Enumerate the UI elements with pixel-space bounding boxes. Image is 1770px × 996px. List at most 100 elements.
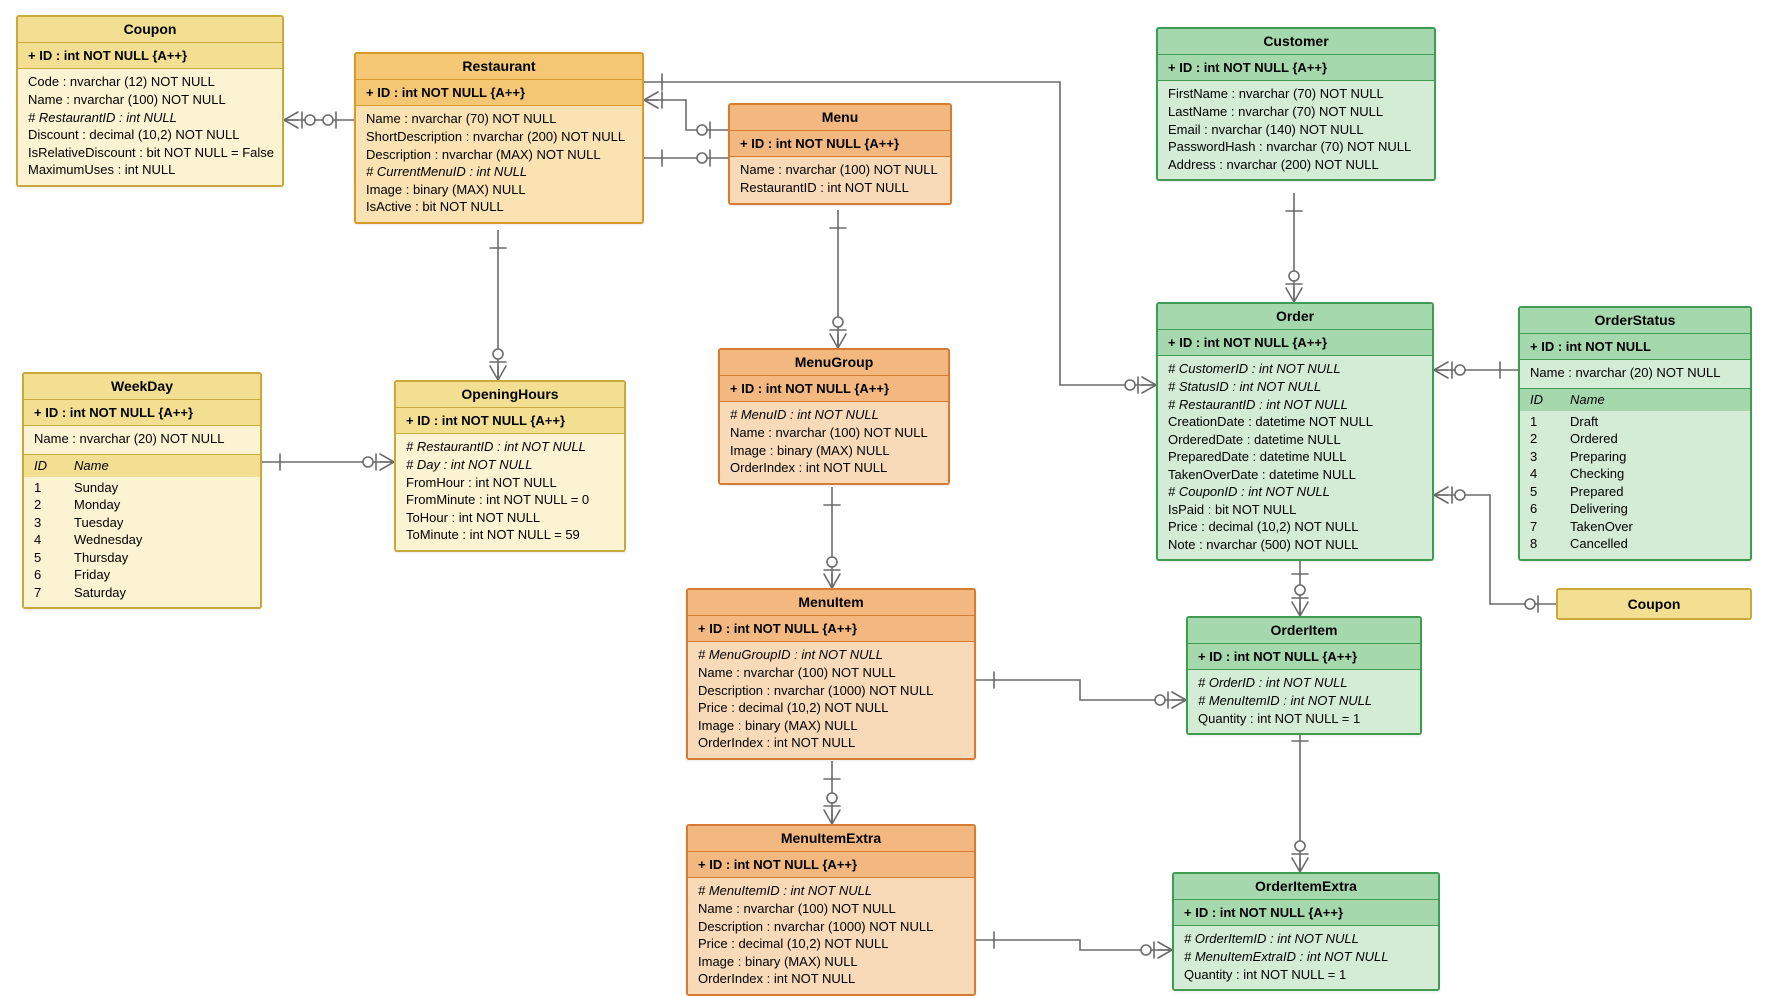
attr: # MenuItemExtraID : int NOT NULL	[1184, 948, 1428, 966]
enum-row: 1Sunday	[34, 479, 250, 497]
attr: PasswordHash : nvarchar (70) NOT NULL	[1168, 138, 1424, 156]
attr: Image : binary (MAX) NULL	[698, 717, 964, 735]
entity-attrs: Name : nvarchar (20) NOT NULL	[1520, 360, 1750, 388]
attr: Name : nvarchar (100) NOT NULL	[730, 424, 938, 442]
entity-attrs: # MenuGroupID : int NOT NULLName : nvarc…	[688, 642, 974, 757]
entity-pk: + ID : int NOT NULL {A++}	[1158, 330, 1432, 357]
entity-weekday: WeekDay+ ID : int NOT NULL {A++} Name : n…	[22, 372, 262, 609]
attr: OrderIndex : int NOT NULL	[698, 970, 964, 988]
attr: PreparedDate : datetime NULL	[1168, 448, 1422, 466]
entity-pk: + ID : int NOT NULL {A++}	[688, 616, 974, 643]
attr: Quantity : int NOT NULL = 1	[1184, 966, 1428, 984]
attr: Description : nvarchar (1000) NOT NULL	[698, 918, 964, 936]
entity-title: MenuGroup	[720, 350, 948, 376]
entity-attrs: Name : nvarchar (20) NOT NULL	[24, 426, 260, 454]
attr: # RestaurantID : int NULL	[28, 109, 272, 127]
attr: Description : nvarchar (MAX) NOT NULL	[366, 146, 632, 164]
entity-attrs: # MenuItemID : int NOT NULLName : nvarch…	[688, 878, 974, 993]
entity-title: MenuItem	[688, 590, 974, 616]
attr: Name : nvarchar (100) NOT NULL	[740, 161, 940, 179]
enum-rows: 1Sunday2Monday3Tuesday4Wednesday5Thursda…	[24, 477, 260, 608]
attr: # RestaurantID : int NOT NULL	[1168, 396, 1422, 414]
attr: Quantity : int NOT NULL = 1	[1198, 710, 1410, 728]
enum-row: 5Thursday	[34, 549, 250, 567]
attr: IsPaid : bit NOT NULL	[1168, 501, 1422, 519]
entity-menu: Menu+ ID : int NOT NULL {A++}Name : nvar…	[728, 103, 952, 205]
enum-row: 3Tuesday	[34, 514, 250, 532]
attr: # Day : int NOT NULL	[406, 456, 614, 474]
attr: # MenuID : int NOT NULL	[730, 406, 938, 424]
enum-row: 2Monday	[34, 496, 250, 514]
entity-pk: + ID : int NOT NULL {A++}	[356, 80, 642, 107]
enum-row: 7Saturday	[34, 584, 250, 602]
attr: OrderIndex : int NOT NULL	[698, 734, 964, 752]
attr: # OrderItemID : int NOT NULL	[1184, 930, 1428, 948]
entity-attrs: # OrderID : int NOT NULL# MenuItemID : i…	[1188, 670, 1420, 733]
enum-row: 6Delivering	[1530, 500, 1740, 518]
entity-pk: + ID : int NOT NULL {A++}	[1158, 55, 1434, 82]
entity-title: Restaurant	[356, 54, 642, 80]
entity-orderitem: OrderItem+ ID : int NOT NULL {A++}# Orde…	[1186, 616, 1422, 735]
entity-pk: + ID : int NOT NULL {A++}	[688, 852, 974, 879]
entity-attrs: # RestaurantID : int NOT NULL# Day : int…	[396, 434, 624, 549]
entity-attrs: Name : nvarchar (100) NOT NULLRestaurant…	[730, 157, 950, 202]
entity-couponref: Coupon	[1556, 588, 1752, 620]
entity-coupon: Coupon+ ID : int NOT NULL {A++}Code : nv…	[16, 15, 284, 187]
attr: Name : nvarchar (100) NOT NULL	[28, 91, 272, 109]
attr: Image : binary (MAX) NULL	[730, 442, 938, 460]
diagram-canvas: Coupon + ID : int NOT NULL {A++} Code : nv…	[0, 0, 1770, 991]
attr: LastName : nvarchar (70) NOT NULL	[1168, 103, 1424, 121]
entity-attrs: # OrderItemID : int NOT NULL# MenuItemEx…	[1174, 926, 1438, 989]
attr: # MenuGroupID : int NOT NULL	[698, 646, 964, 664]
attr: ShortDescription : nvarchar (200) NOT NU…	[366, 128, 632, 146]
entity-restaurant: Restaurant+ ID : int NOT NULL {A++} Name …	[354, 52, 644, 224]
entity-title: Order	[1158, 304, 1432, 330]
connector-menu-restaurant-return	[644, 100, 728, 130]
attr: TakenOverDate : datetime NULL	[1168, 466, 1422, 484]
entity-pk: + ID : int NOT NULL {A++}	[720, 376, 948, 403]
attr: Note : nvarchar (500) NOT NULL	[1168, 536, 1422, 554]
attr: Price : decimal (10,2) NOT NULL	[698, 699, 964, 717]
attr: Name : nvarchar (20) NOT NULL	[1530, 364, 1740, 382]
entity-customer: Customer+ ID : int NOT NULL {A++}FirstNa…	[1156, 27, 1436, 181]
attr: RestaurantID : int NOT NULL	[740, 179, 940, 197]
entity-title: Menu	[730, 105, 950, 131]
attr: Code : nvarchar (12) NOT NULL	[28, 73, 272, 91]
attr: # RestaurantID : int NOT NULL	[406, 438, 614, 456]
attr: Name : nvarchar (70) NOT NULL	[366, 110, 632, 128]
entity-title: OpeningHours	[396, 382, 624, 408]
entity-menuitemextra: MenuItemExtra+ ID : int NOT NULL {A++}# …	[686, 824, 976, 996]
attr: ToMinute : int NOT NULL = 59	[406, 526, 614, 544]
entity-menuitem: MenuItem+ ID : int NOT NULL {A++}# MenuG…	[686, 588, 976, 760]
attr: FromHour : int NOT NULL	[406, 474, 614, 492]
entity-pk: + ID : int NOT NULL {A++}	[730, 131, 950, 158]
entity-openinghours: OpeningHours+ ID : int NOT NULL {A++}# R…	[394, 380, 626, 552]
entity-title: WeekDay	[24, 374, 260, 400]
connector-menuitemextra-orderitemextra	[976, 940, 1172, 950]
entity-pk: + ID : int NOT NULL	[1520, 334, 1750, 361]
attr: IsActive : bit NOT NULL	[366, 198, 632, 216]
entity-pk: + ID : int NOT NULL {A++}	[1188, 644, 1420, 671]
entity-pk: + ID : int NOT NULL {A++}	[18, 43, 282, 70]
enum-head: IDName	[1520, 388, 1750, 411]
entity-pk: + ID : int NOT NULL {A++}	[24, 400, 260, 427]
entity-pk: + ID : int NOT NULL {A++}	[396, 408, 624, 435]
attr: # CouponID : int NOT NULL	[1168, 483, 1422, 501]
attr: Discount : decimal (10,2) NOT NULL	[28, 126, 272, 144]
entity-orderstatus: OrderStatus+ ID : int NOT NULL Name : nva…	[1518, 306, 1752, 561]
attr: # CurrentMenuID : int NULL	[366, 163, 632, 181]
entity-order: Order+ ID : int NOT NULL {A++}# Customer…	[1156, 302, 1434, 561]
attr: # MenuItemID : int NOT NULL	[1198, 692, 1410, 710]
enum-head: IDName	[24, 454, 260, 477]
entity-title: MenuItemExtra	[688, 826, 974, 852]
attr: Name : nvarchar (20) NOT NULL	[34, 430, 250, 448]
entity-title: OrderStatus	[1520, 308, 1750, 334]
attr: Price : decimal (10,2) NOT NULL	[698, 935, 964, 953]
attr: # CustomerID : int NOT NULL	[1168, 360, 1422, 378]
attr: IsRelativeDiscount : bit NOT NULL = Fals…	[28, 144, 272, 162]
attr: Image : binary (MAX) NULL	[698, 953, 964, 971]
entity-attrs: # CustomerID : int NOT NULL# StatusID : …	[1158, 356, 1432, 559]
enum-rows: 1Draft2Ordered3Preparing4Checking5Prepar…	[1520, 411, 1750, 559]
attr: OrderedDate : datetime NULL	[1168, 431, 1422, 449]
enum-row: 2Ordered	[1530, 430, 1740, 448]
